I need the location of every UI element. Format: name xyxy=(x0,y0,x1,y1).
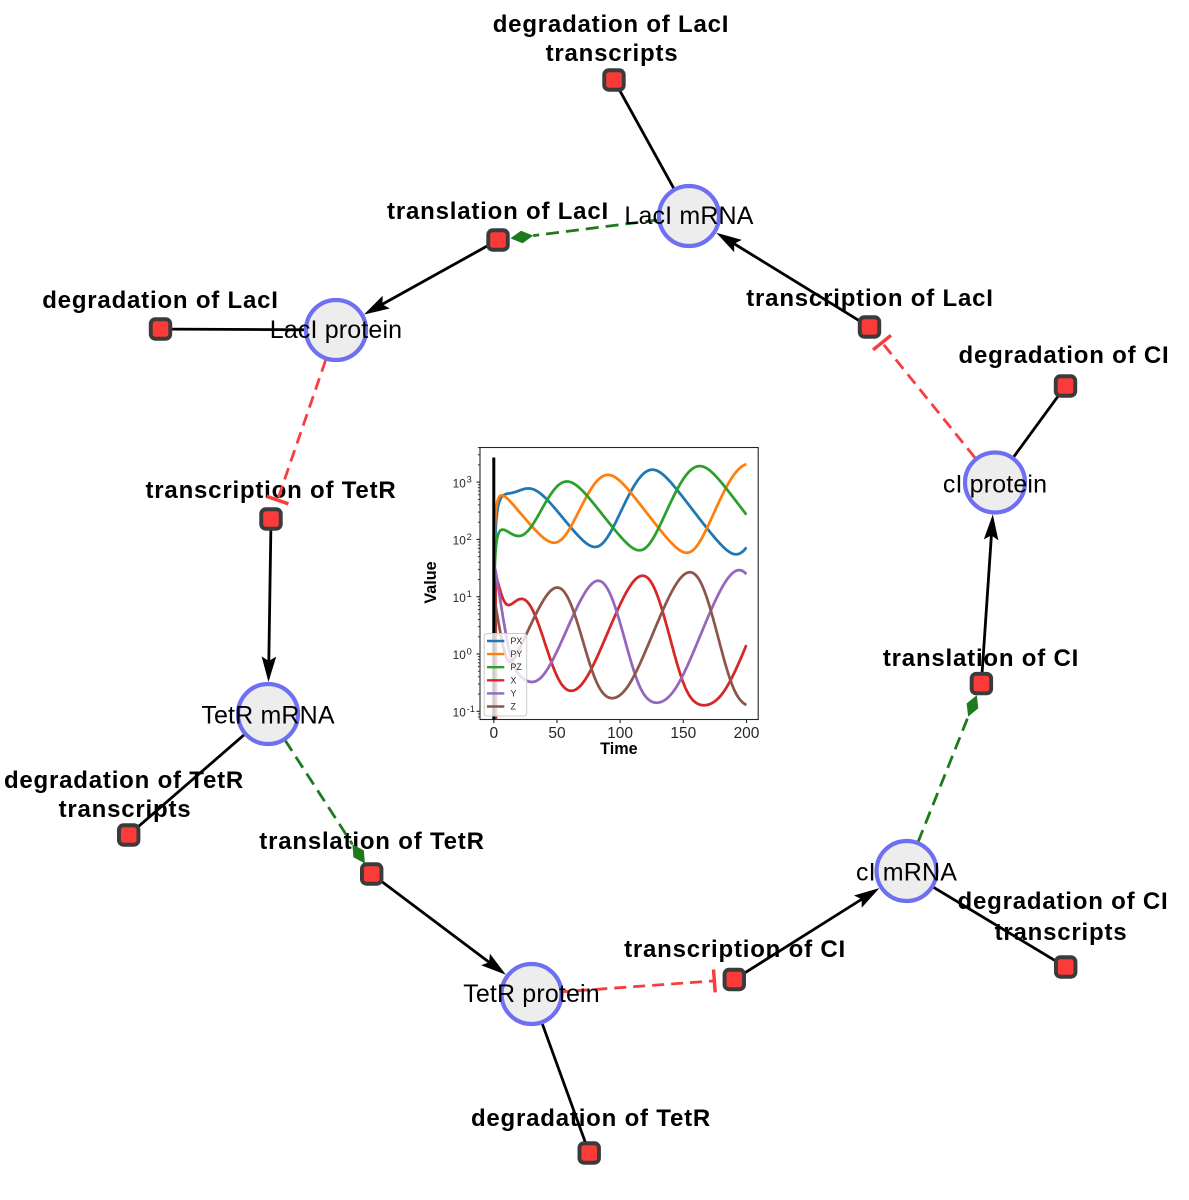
svg-text:PZ: PZ xyxy=(511,662,523,672)
svg-text:LacI protein: LacI protein xyxy=(270,316,402,344)
svg-text:0: 0 xyxy=(489,725,498,742)
svg-text:transcripts: transcripts xyxy=(59,796,192,823)
svg-text:Y: Y xyxy=(511,688,517,698)
svg-text:10: 10 xyxy=(453,476,467,490)
svg-text:LacI mRNA: LacI mRNA xyxy=(624,202,753,230)
svg-text:degradation of TetR: degradation of TetR xyxy=(471,1105,711,1132)
svg-text:PX: PX xyxy=(511,636,523,646)
svg-text:transcripts: transcripts xyxy=(995,919,1128,946)
svg-text:50: 50 xyxy=(548,725,566,742)
svg-text:-1: -1 xyxy=(467,704,475,714)
svg-text:Z: Z xyxy=(511,702,517,712)
svg-text:10: 10 xyxy=(453,534,467,548)
svg-text:PY: PY xyxy=(511,649,523,659)
svg-text:cI protein: cI protein xyxy=(943,471,1047,499)
svg-text:translation of TetR: translation of TetR xyxy=(259,828,484,855)
svg-text:10: 10 xyxy=(453,706,467,720)
svg-text:degradation of CI: degradation of CI xyxy=(959,342,1170,369)
svg-text:translation of LacI: translation of LacI xyxy=(387,198,609,225)
svg-text:transcription of CI: transcription of CI xyxy=(624,936,846,963)
svg-text:cI mRNA: cI mRNA xyxy=(856,859,957,887)
svg-text:2: 2 xyxy=(467,532,472,542)
svg-text:transcription of TetR: transcription of TetR xyxy=(145,477,396,504)
svg-text:150: 150 xyxy=(670,725,696,742)
svg-text:100: 100 xyxy=(607,725,633,742)
svg-text:degradation of TetR: degradation of TetR xyxy=(4,767,244,794)
svg-text:transcripts: transcripts xyxy=(546,40,679,67)
svg-text:degradation of LacI: degradation of LacI xyxy=(42,287,279,314)
svg-text:10: 10 xyxy=(453,648,467,662)
svg-text:X: X xyxy=(511,675,517,685)
svg-text:transcription of LacI: transcription of LacI xyxy=(746,285,994,312)
svg-text:Value: Value xyxy=(422,561,440,603)
svg-text:1: 1 xyxy=(467,589,472,599)
svg-text:3: 3 xyxy=(467,475,472,485)
svg-text:degradation of CI: degradation of CI xyxy=(958,888,1169,915)
svg-text:TetR protein: TetR protein xyxy=(463,980,600,1008)
svg-text:degradation of LacI: degradation of LacI xyxy=(493,11,730,38)
svg-text:200: 200 xyxy=(734,725,760,742)
svg-text:translation of CI: translation of CI xyxy=(883,645,1079,672)
svg-text:TetR mRNA: TetR mRNA xyxy=(201,702,334,730)
svg-text:0: 0 xyxy=(467,647,472,657)
svg-text:Time: Time xyxy=(600,740,638,758)
svg-text:10: 10 xyxy=(453,591,467,605)
